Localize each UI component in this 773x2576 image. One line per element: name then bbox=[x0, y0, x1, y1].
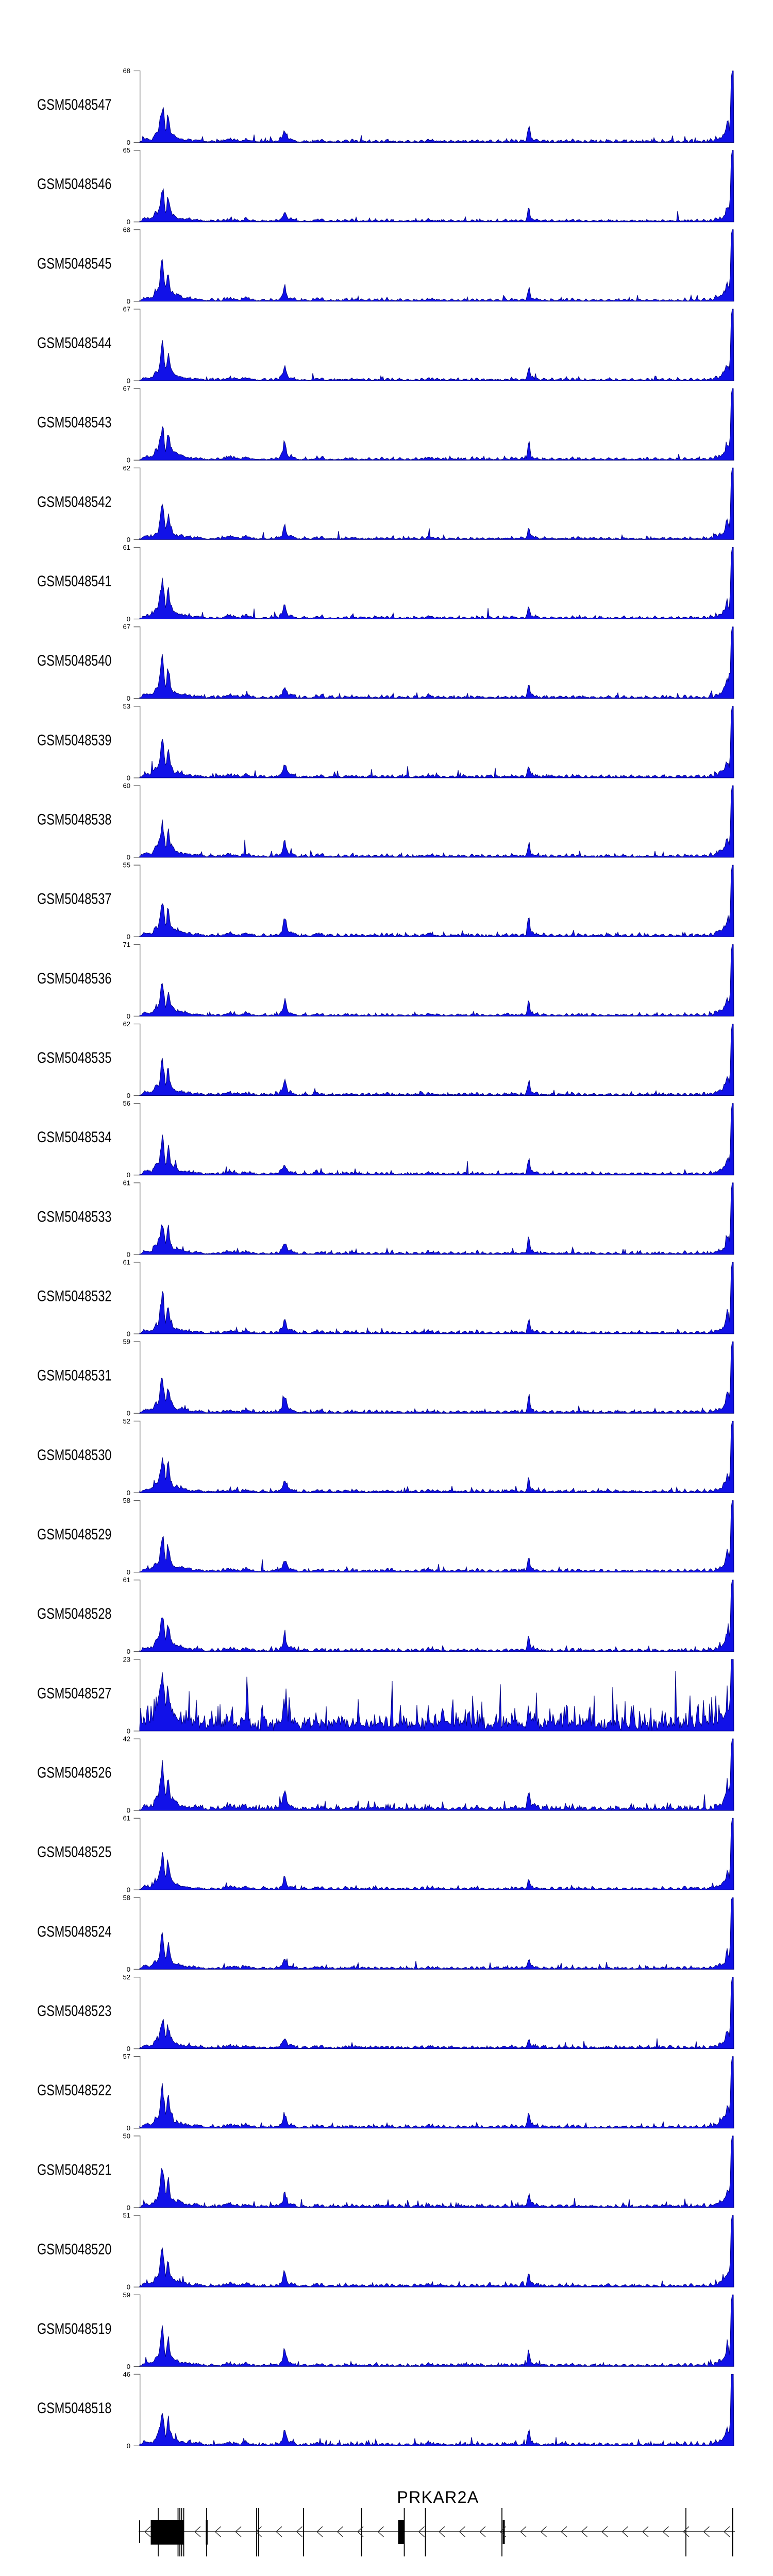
svg-text:GSM5048545: GSM5048545 bbox=[37, 255, 111, 272]
svg-text:GSM5048540: GSM5048540 bbox=[37, 652, 111, 669]
svg-text:61: 61 bbox=[123, 1815, 130, 1822]
svg-text:71: 71 bbox=[123, 941, 130, 948]
svg-text:GSM5048527: GSM5048527 bbox=[37, 1685, 111, 1702]
svg-text:67: 67 bbox=[123, 306, 130, 313]
svg-text:59: 59 bbox=[123, 2291, 130, 2299]
svg-text:42: 42 bbox=[123, 1735, 130, 1743]
svg-text:GSM5048541: GSM5048541 bbox=[37, 572, 111, 589]
svg-text:0: 0 bbox=[127, 297, 130, 305]
svg-text:GSM5048523: GSM5048523 bbox=[37, 2002, 111, 2019]
svg-text:0: 0 bbox=[127, 1965, 130, 1973]
svg-text:61: 61 bbox=[123, 1576, 130, 1584]
svg-text:61: 61 bbox=[123, 1179, 130, 1187]
svg-text:0: 0 bbox=[127, 1250, 130, 1258]
svg-text:0: 0 bbox=[127, 1012, 130, 1020]
svg-text:GSM5048529: GSM5048529 bbox=[37, 1526, 111, 1543]
svg-text:GSM5048534: GSM5048534 bbox=[37, 1128, 111, 1145]
svg-text:0: 0 bbox=[127, 1410, 130, 1417]
svg-text:59: 59 bbox=[123, 1338, 130, 1346]
svg-text:60: 60 bbox=[123, 782, 130, 790]
svg-text:0: 0 bbox=[127, 139, 130, 146]
svg-text:GSM5048530: GSM5048530 bbox=[37, 1446, 111, 1463]
svg-text:53: 53 bbox=[123, 702, 130, 710]
svg-text:GSM5048525: GSM5048525 bbox=[37, 1843, 111, 1860]
svg-text:55: 55 bbox=[123, 861, 130, 869]
svg-text:52: 52 bbox=[123, 1417, 130, 1425]
svg-text:0: 0 bbox=[127, 774, 130, 782]
svg-text:GSM5048532: GSM5048532 bbox=[37, 1287, 111, 1304]
svg-text:52: 52 bbox=[123, 1973, 130, 1981]
svg-text:0: 0 bbox=[127, 536, 130, 544]
svg-text:0: 0 bbox=[127, 1489, 130, 1497]
svg-text:67: 67 bbox=[123, 623, 130, 631]
svg-text:68: 68 bbox=[123, 67, 130, 75]
svg-text:GSM5048546: GSM5048546 bbox=[37, 175, 111, 192]
svg-text:46: 46 bbox=[123, 2370, 130, 2378]
svg-text:GSM5048526: GSM5048526 bbox=[37, 1764, 111, 1781]
svg-text:0: 0 bbox=[127, 2363, 130, 2370]
svg-text:58: 58 bbox=[123, 1894, 130, 1902]
svg-text:GSM5048543: GSM5048543 bbox=[37, 414, 111, 431]
svg-text:0: 0 bbox=[127, 1807, 130, 1815]
svg-text:GSM5048524: GSM5048524 bbox=[37, 1923, 111, 1940]
svg-text:56: 56 bbox=[123, 1099, 130, 1107]
svg-text:57: 57 bbox=[123, 2053, 130, 2060]
svg-text:0: 0 bbox=[127, 456, 130, 464]
svg-text:GSM5048538: GSM5048538 bbox=[37, 811, 111, 828]
svg-text:GSM5048542: GSM5048542 bbox=[37, 493, 111, 510]
svg-text:0: 0 bbox=[127, 1727, 130, 1735]
svg-text:GSM5048518: GSM5048518 bbox=[37, 2399, 111, 2416]
svg-text:GSM5048520: GSM5048520 bbox=[37, 2241, 111, 2258]
svg-text:65: 65 bbox=[123, 146, 130, 154]
svg-text:0: 0 bbox=[127, 1092, 130, 1099]
svg-text:61: 61 bbox=[123, 544, 130, 551]
svg-text:0: 0 bbox=[127, 2045, 130, 2053]
svg-text:GSM5048544: GSM5048544 bbox=[37, 334, 111, 351]
svg-text:0: 0 bbox=[127, 218, 130, 226]
svg-text:67: 67 bbox=[123, 385, 130, 393]
svg-text:GSM5048535: GSM5048535 bbox=[37, 1049, 111, 1066]
svg-text:51: 51 bbox=[123, 2212, 130, 2219]
svg-text:0: 0 bbox=[127, 377, 130, 385]
svg-text:0: 0 bbox=[127, 854, 130, 861]
svg-text:PRKAR2A: PRKAR2A bbox=[397, 2488, 479, 2506]
svg-text:68: 68 bbox=[123, 226, 130, 233]
svg-text:GSM5048519: GSM5048519 bbox=[37, 2320, 111, 2337]
svg-text:0: 0 bbox=[127, 694, 130, 702]
svg-text:GSM5048536: GSM5048536 bbox=[37, 970, 111, 987]
svg-text:0: 0 bbox=[127, 1648, 130, 1655]
svg-text:GSM5048528: GSM5048528 bbox=[37, 1605, 111, 1622]
svg-text:0: 0 bbox=[127, 615, 130, 623]
svg-text:0: 0 bbox=[127, 2204, 130, 2211]
svg-text:0: 0 bbox=[127, 2442, 130, 2450]
svg-text:GSM5048531: GSM5048531 bbox=[37, 1367, 111, 1384]
svg-text:0: 0 bbox=[127, 2124, 130, 2132]
svg-text:GSM5048539: GSM5048539 bbox=[37, 732, 111, 749]
svg-text:0: 0 bbox=[127, 1886, 130, 1894]
svg-text:0: 0 bbox=[127, 2283, 130, 2291]
svg-text:0: 0 bbox=[127, 1171, 130, 1179]
svg-text:GSM5048537: GSM5048537 bbox=[37, 890, 111, 907]
svg-text:61: 61 bbox=[123, 1259, 130, 1266]
svg-text:58: 58 bbox=[123, 1497, 130, 1504]
svg-text:GSM5048522: GSM5048522 bbox=[37, 2081, 111, 2098]
svg-text:GSM5048521: GSM5048521 bbox=[37, 2161, 111, 2178]
svg-text:0: 0 bbox=[127, 933, 130, 941]
svg-text:50: 50 bbox=[123, 2132, 130, 2140]
svg-text:62: 62 bbox=[123, 1020, 130, 1028]
svg-text:0: 0 bbox=[127, 1568, 130, 1576]
svg-text:23: 23 bbox=[123, 1655, 130, 1663]
svg-text:0: 0 bbox=[127, 1330, 130, 1338]
svg-text:GSM5048547: GSM5048547 bbox=[37, 96, 111, 113]
svg-text:GSM5048533: GSM5048533 bbox=[37, 1208, 111, 1225]
svg-text:62: 62 bbox=[123, 464, 130, 472]
